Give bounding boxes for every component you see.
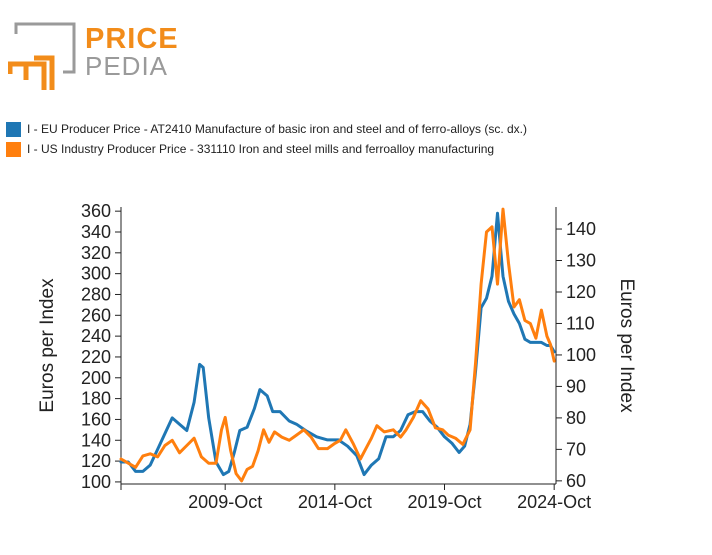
left-tick-label: 280 xyxy=(81,284,111,304)
right-tick-label: 140 xyxy=(566,219,596,239)
left-tick-label: 180 xyxy=(81,389,111,409)
logo-word-price: PRICE xyxy=(85,23,179,55)
legend-swatch-us xyxy=(6,141,21,157)
series-line-us xyxy=(119,207,556,483)
right-tick-label: 60 xyxy=(566,471,586,491)
left-tick-label: 320 xyxy=(81,243,111,263)
left-tick-label: 200 xyxy=(81,368,111,388)
left-tick-label: 240 xyxy=(81,326,111,346)
right-tick-label: 100 xyxy=(566,345,596,365)
legend-swatch-eu xyxy=(6,121,21,137)
x-tick-label: 2024-Oct xyxy=(517,492,591,512)
left-tick-label: 300 xyxy=(81,264,111,284)
left-tick-label: 120 xyxy=(81,451,111,471)
right-tick-label: 110 xyxy=(566,313,595,333)
right-tick-label: 90 xyxy=(566,376,586,396)
chart-legend: I - EU Producer Price - AT2410 Manufactu… xyxy=(6,119,527,159)
logo-mark xyxy=(8,22,76,90)
pricepedia-logo: PRICE PEDIA xyxy=(8,22,178,92)
right-axis-title: Euros per Index xyxy=(616,278,637,413)
right-tick-label: 70 xyxy=(566,439,586,459)
logo-word-pedia: PEDIA xyxy=(85,51,169,81)
left-tick-label: 160 xyxy=(81,409,111,429)
left-tick-label: 360 xyxy=(81,201,111,221)
right-tick-label: 130 xyxy=(566,251,596,271)
left-tick-label: 260 xyxy=(81,305,111,325)
legend-item-eu[interactable]: I - EU Producer Price - AT2410 Manufactu… xyxy=(6,119,527,139)
x-tick-label: 2009-Oct xyxy=(188,492,262,512)
left-axis-title: Euros per Index xyxy=(37,278,58,413)
legend-label-eu: I - EU Producer Price - AT2410 Manufactu… xyxy=(27,122,527,136)
right-tick-label: 120 xyxy=(566,282,596,302)
left-tick-label: 140 xyxy=(81,430,111,450)
left-tick-label: 220 xyxy=(81,347,111,367)
legend-label-us: I - US Industry Producer Price - 331110 … xyxy=(27,142,495,156)
left-tick-label: 340 xyxy=(81,222,111,242)
x-tick-label: 2019-Oct xyxy=(407,492,481,512)
x-tick-label: 2014-Oct xyxy=(298,492,372,512)
right-tick-label: 80 xyxy=(566,408,586,428)
legend-item-us[interactable]: I - US Industry Producer Price - 331110 … xyxy=(6,139,527,159)
series-line-eu xyxy=(119,211,556,477)
left-tick-label: 100 xyxy=(81,472,111,492)
